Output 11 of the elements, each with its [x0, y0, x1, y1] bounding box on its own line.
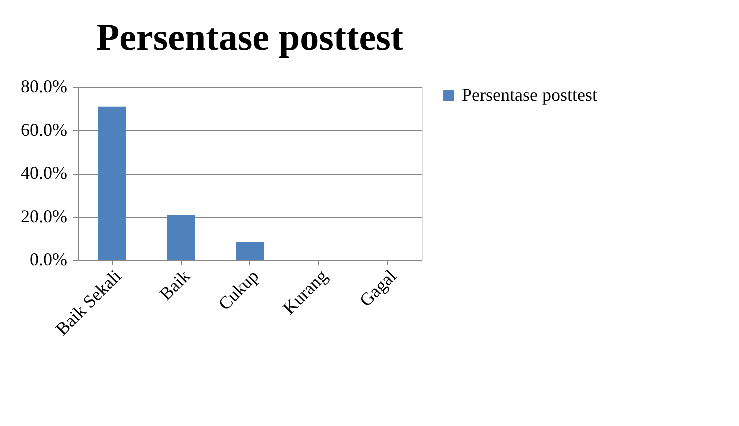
y-tick-label: 80.0% [21, 76, 68, 96]
bar [98, 106, 126, 260]
chart-title: Persentase posttest [96, 17, 404, 59]
y-tick-label: 20.0% [21, 206, 68, 226]
y-tick-label: 0.0% [30, 250, 68, 270]
bar [167, 215, 196, 260]
legend-label: Persentase posttest [462, 85, 598, 105]
y-tick-label: 40.0% [21, 163, 68, 183]
x-tick-label: Baik [156, 266, 194, 304]
y-tick-label: 60.0% [21, 120, 68, 140]
bar [236, 242, 264, 260]
